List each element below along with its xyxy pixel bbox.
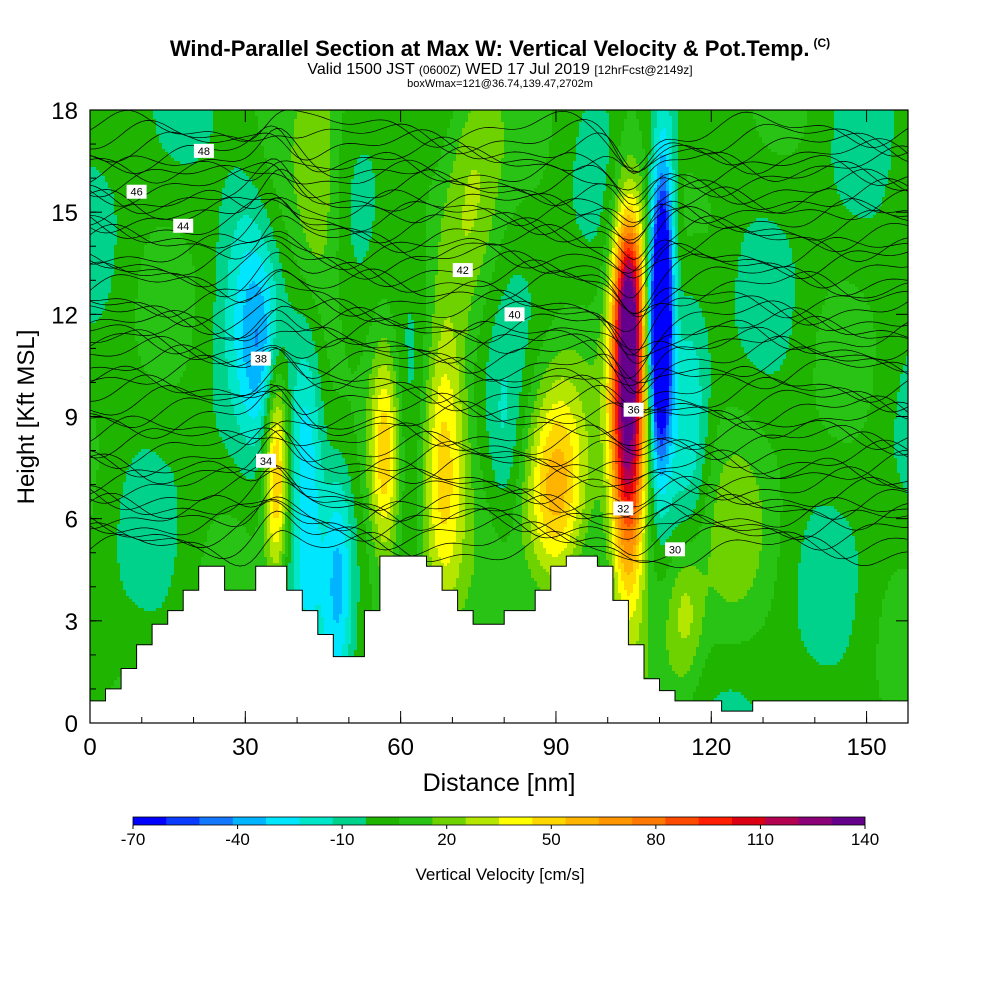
cross-section-chart: 30323436384042444648 0 30 60 90 120 150036912… (0, 0, 1000, 1000)
